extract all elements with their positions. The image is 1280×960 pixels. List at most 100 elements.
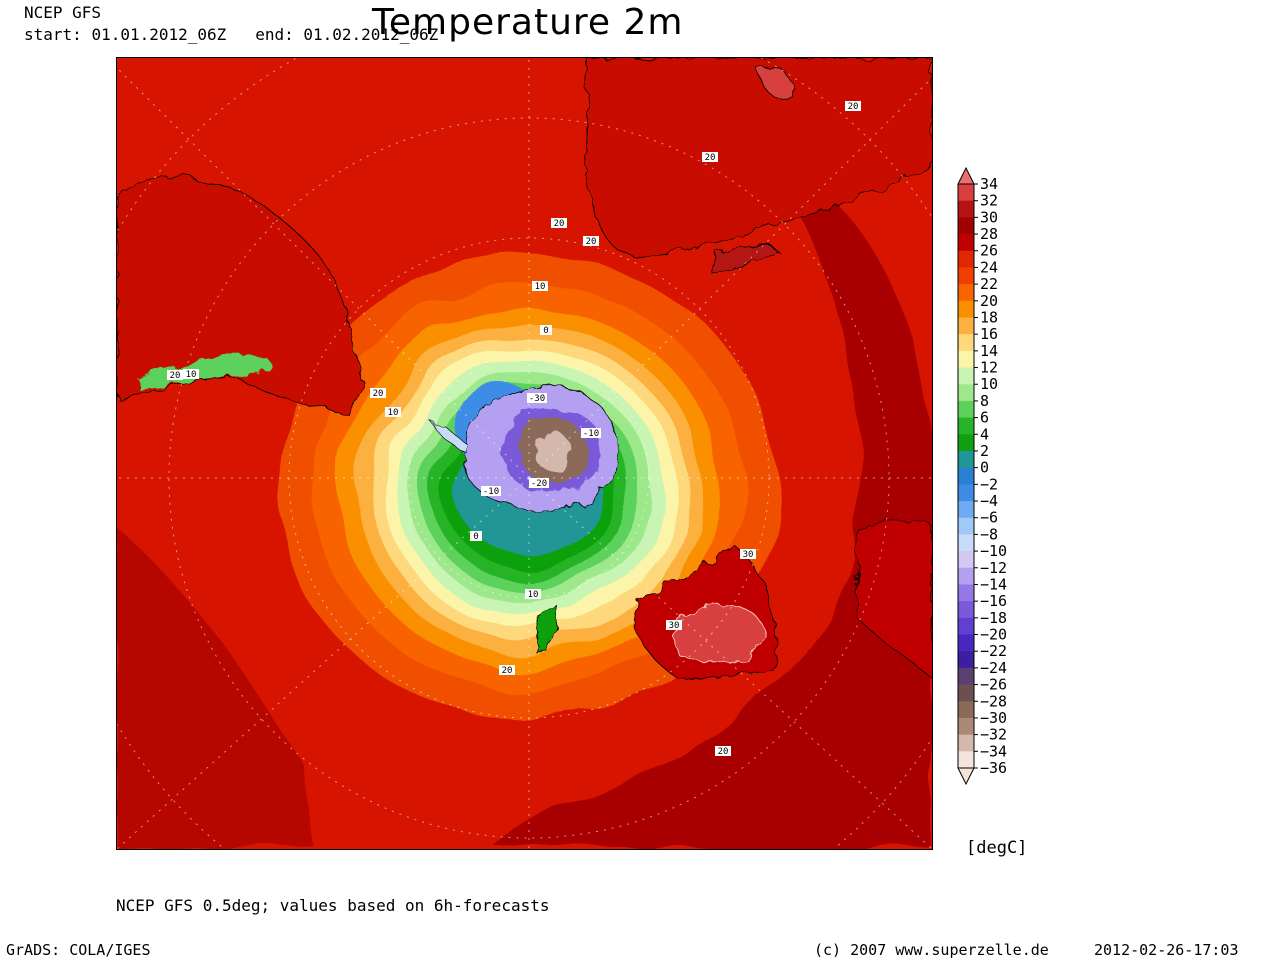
contour-label: 20 xyxy=(715,746,731,757)
contour-label: 10 xyxy=(525,589,541,600)
scale-tick-label: −20 xyxy=(980,626,1007,644)
scale-swatch xyxy=(958,284,974,302)
scale-swatch xyxy=(958,184,974,202)
scale-swatch xyxy=(958,617,974,636)
scale-tick-label: −8 xyxy=(980,525,998,543)
scale-swatch xyxy=(958,501,974,519)
tropical-warm-belt xyxy=(117,148,932,849)
contour-label: -30 xyxy=(527,393,547,404)
madagascar xyxy=(711,244,778,274)
scale-tick-label: 14 xyxy=(980,342,998,360)
copyright-notice: (c) 2007 www.superzelle.de xyxy=(814,941,1049,959)
svg-text:30: 30 xyxy=(669,621,680,631)
contour-label: -10 xyxy=(481,486,501,497)
scale-swatch xyxy=(958,250,974,268)
contour-label: 30 xyxy=(666,620,682,631)
model-name: NCEP GFS xyxy=(24,3,102,22)
svg-text:-30: -30 xyxy=(529,394,545,404)
scale-tick-label: −10 xyxy=(980,542,1007,560)
scale-tick-label: 2 xyxy=(980,442,989,460)
scale-tick-label: 24 xyxy=(980,258,998,276)
svg-text:0: 0 xyxy=(473,532,478,542)
contour-label: 0 xyxy=(470,531,482,542)
map-title: Temperature 2m xyxy=(372,2,684,43)
scale-swatch xyxy=(958,334,974,352)
svg-text:-10: -10 xyxy=(583,429,599,439)
svg-text:10: 10 xyxy=(535,282,546,292)
scale-swatch xyxy=(958,601,974,619)
scale-tick-label: −12 xyxy=(980,559,1007,577)
scale-tick-label: −16 xyxy=(980,592,1007,610)
scale-swatch xyxy=(958,551,974,569)
scale-swatch xyxy=(958,484,974,502)
graticule xyxy=(117,58,932,849)
scale-swatch xyxy=(958,517,974,535)
unit-label: [degC] xyxy=(966,838,1028,858)
end-time: 01.02.2012_06Z xyxy=(303,25,439,44)
data-source-note: NCEP GFS 0.5deg; values based on 6h-fore… xyxy=(116,896,550,915)
scale-swatch xyxy=(958,200,974,218)
svg-text:10: 10 xyxy=(528,590,539,600)
scale-tick-label: −18 xyxy=(980,609,1007,627)
scale-tick-label: −2 xyxy=(980,475,998,493)
antarctica xyxy=(431,386,619,511)
svg-text:10: 10 xyxy=(186,370,197,380)
creation-timestamp: 2012-02-26-17:03 xyxy=(1094,941,1239,959)
scale-swatch xyxy=(958,400,974,419)
svg-text:-10: -10 xyxy=(483,487,499,497)
scale-swatch xyxy=(958,217,974,235)
scale-swatch xyxy=(958,450,974,469)
svg-text:-20: -20 xyxy=(531,479,547,489)
contour-label: -10 xyxy=(581,428,601,439)
scale-swatch xyxy=(958,417,974,435)
scale-tick-label: 22 xyxy=(980,275,998,293)
south-america xyxy=(117,176,362,414)
scale-tick-label: 6 xyxy=(980,409,989,427)
scale-tick-label: 26 xyxy=(980,242,998,260)
maritime-continent xyxy=(856,520,932,679)
scale-swatch xyxy=(958,751,974,769)
svg-text:20: 20 xyxy=(554,219,565,229)
scale-tick-label: −26 xyxy=(980,676,1007,694)
antarctic-peninsula xyxy=(431,422,470,454)
svg-text:20: 20 xyxy=(718,747,729,757)
svg-text:10: 10 xyxy=(388,408,399,418)
scale-tick-label: 10 xyxy=(980,375,998,393)
scale-tick-label: −24 xyxy=(980,659,1007,677)
scale-swatch xyxy=(958,384,974,402)
contour-label: 0 xyxy=(540,325,552,336)
scale-swatch xyxy=(958,467,974,485)
new-zealand xyxy=(536,605,558,654)
contour-label: 20 xyxy=(499,665,515,676)
scale-swatch xyxy=(958,367,974,385)
australia-hot-core xyxy=(673,602,768,664)
scale-arrow-top xyxy=(957,166,975,185)
scale-tick-label: 30 xyxy=(980,208,998,226)
scale-swatch xyxy=(958,267,974,285)
svg-text:30: 30 xyxy=(743,550,754,560)
svg-text:20: 20 xyxy=(848,102,859,112)
scale-swatch xyxy=(958,317,974,335)
scale-tick-label: −4 xyxy=(980,492,998,510)
scale-swatch xyxy=(958,634,974,652)
contour-label: 20 xyxy=(845,101,861,112)
color-scale-legend: 3432302826242220181614121086420−2−4−6−8−… xyxy=(957,166,1007,786)
antarctica-plateau-core xyxy=(534,431,573,472)
scale-tick-label: 4 xyxy=(980,425,989,443)
scale-swatch xyxy=(958,234,974,252)
contour-label: 10 xyxy=(183,369,199,380)
scale-tick-label: −32 xyxy=(980,726,1007,744)
svg-text:0: 0 xyxy=(543,326,548,336)
arabia-hot-region xyxy=(756,66,794,100)
scale-tick-label: 8 xyxy=(980,392,989,410)
scale-swatch xyxy=(958,534,974,552)
contour-label: -20 xyxy=(529,478,549,489)
scale-swatch xyxy=(958,434,974,452)
scale-swatch xyxy=(958,584,974,602)
contour-label: 20 xyxy=(702,152,718,163)
scale-swatch xyxy=(958,350,974,369)
contour-label: 20 xyxy=(551,218,567,229)
scale-tick-label: 12 xyxy=(980,359,998,377)
scale-tick-label: −14 xyxy=(980,575,1007,593)
scale-tick-label: −30 xyxy=(980,709,1007,727)
